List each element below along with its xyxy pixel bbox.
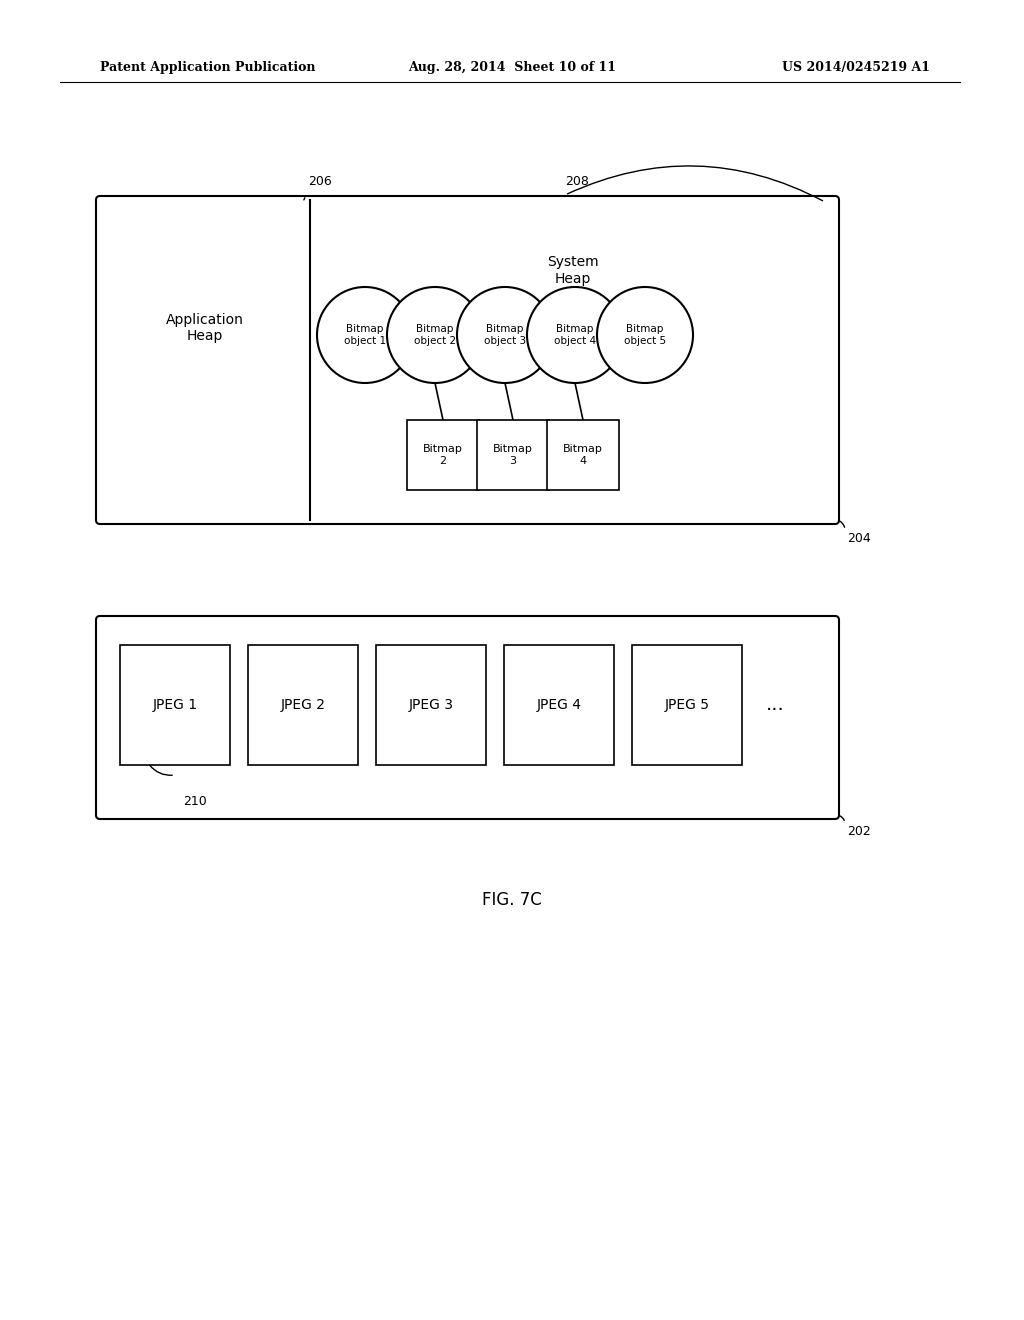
FancyBboxPatch shape xyxy=(504,645,614,766)
Text: JPEG 1: JPEG 1 xyxy=(153,698,198,711)
Text: FIG. 7C: FIG. 7C xyxy=(482,891,542,909)
Text: JPEG 5: JPEG 5 xyxy=(665,698,710,711)
Ellipse shape xyxy=(597,286,693,383)
Text: 202: 202 xyxy=(847,825,870,838)
FancyBboxPatch shape xyxy=(376,645,486,766)
Ellipse shape xyxy=(387,286,483,383)
Text: Patent Application Publication: Patent Application Publication xyxy=(100,62,315,74)
Text: Aug. 28, 2014  Sheet 10 of 11: Aug. 28, 2014 Sheet 10 of 11 xyxy=(408,62,616,74)
Text: Bitmap
object 5: Bitmap object 5 xyxy=(624,325,666,346)
Ellipse shape xyxy=(317,286,413,383)
Text: Bitmap
4: Bitmap 4 xyxy=(563,445,603,466)
FancyBboxPatch shape xyxy=(248,645,358,766)
Text: ...: ... xyxy=(766,696,784,714)
FancyBboxPatch shape xyxy=(96,195,839,524)
FancyBboxPatch shape xyxy=(96,616,839,818)
Text: 206: 206 xyxy=(308,176,332,187)
Text: JPEG 3: JPEG 3 xyxy=(409,698,454,711)
Text: US 2014/0245219 A1: US 2014/0245219 A1 xyxy=(782,62,930,74)
Text: 204: 204 xyxy=(847,532,870,545)
Text: Bitmap
3: Bitmap 3 xyxy=(494,445,532,466)
FancyBboxPatch shape xyxy=(477,420,549,490)
Ellipse shape xyxy=(457,286,553,383)
Text: Bitmap
2: Bitmap 2 xyxy=(423,445,463,466)
Text: 208: 208 xyxy=(565,176,589,187)
FancyBboxPatch shape xyxy=(407,420,479,490)
FancyBboxPatch shape xyxy=(547,420,618,490)
Text: JPEG 2: JPEG 2 xyxy=(281,698,326,711)
Text: Bitmap
object 4: Bitmap object 4 xyxy=(554,325,596,346)
FancyBboxPatch shape xyxy=(632,645,742,766)
Text: Application
Heap: Application Heap xyxy=(166,313,244,343)
Text: Bitmap
object 1: Bitmap object 1 xyxy=(344,325,386,346)
FancyBboxPatch shape xyxy=(120,645,230,766)
Text: JPEG 4: JPEG 4 xyxy=(537,698,582,711)
Ellipse shape xyxy=(527,286,623,383)
Text: Bitmap
object 2: Bitmap object 2 xyxy=(414,325,456,346)
Text: Bitmap
object 3: Bitmap object 3 xyxy=(484,325,526,346)
Text: System
Heap: System Heap xyxy=(547,255,598,285)
Text: 210: 210 xyxy=(183,795,207,808)
